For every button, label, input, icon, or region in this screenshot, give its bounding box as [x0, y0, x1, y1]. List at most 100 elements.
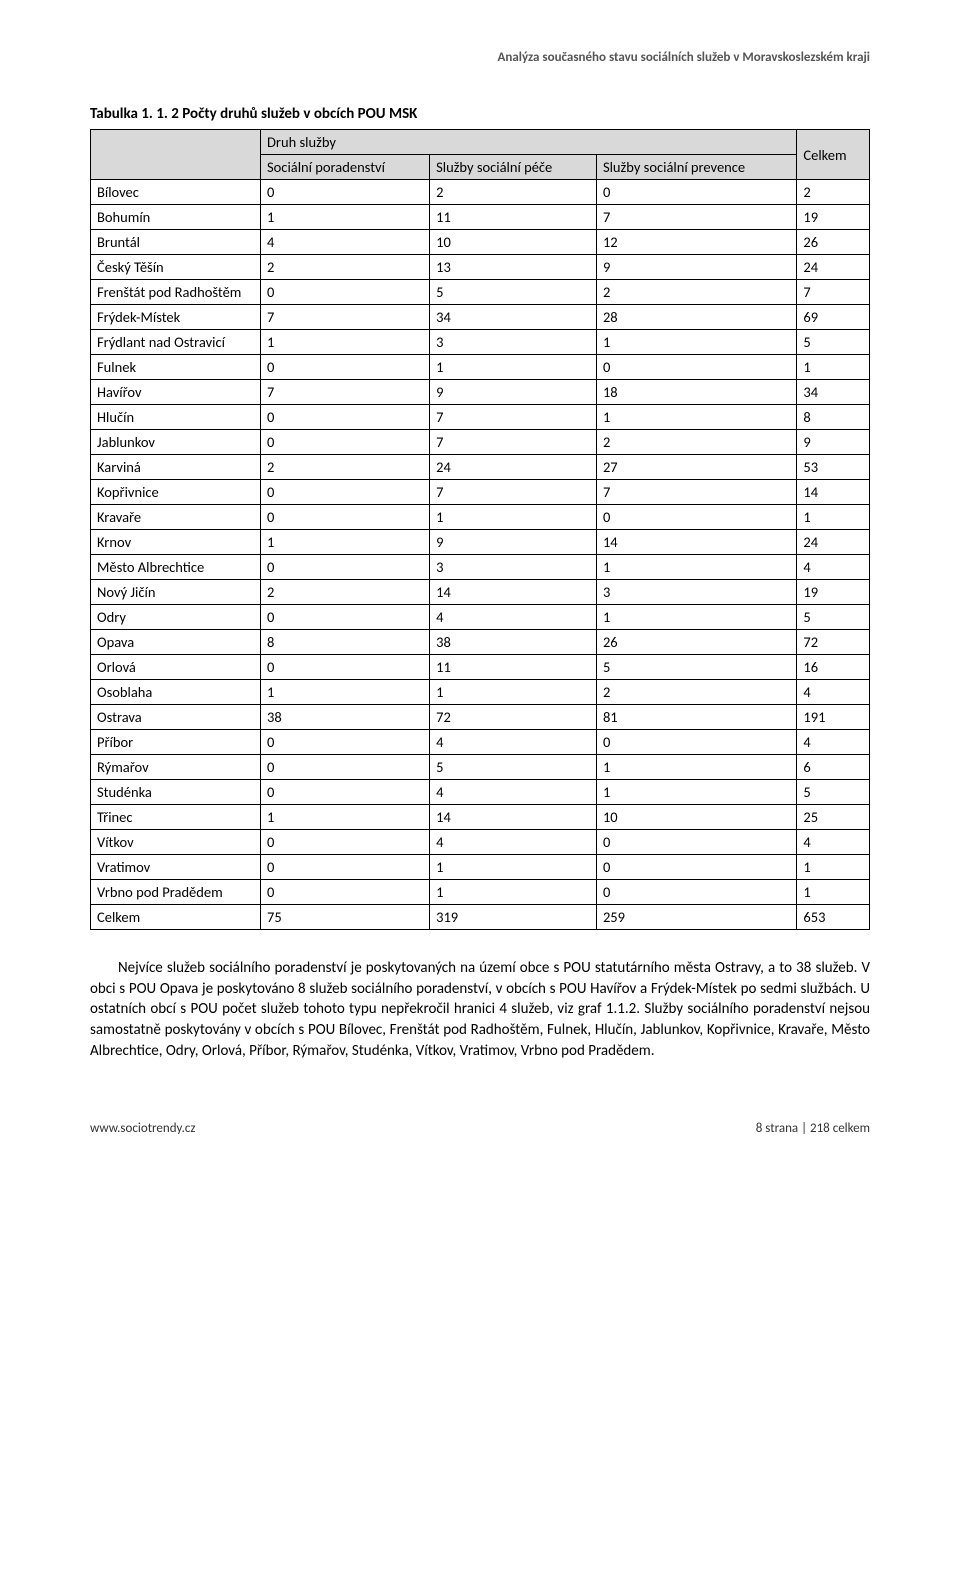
cell-value: 5: [797, 605, 870, 630]
cell-value: 2: [797, 180, 870, 205]
cell-value: 4: [797, 680, 870, 705]
row-label: Celkem: [91, 905, 261, 930]
table-row: Celkem75319259653: [91, 905, 870, 930]
cell-value: 1: [596, 330, 796, 355]
cell-value: 4: [430, 780, 597, 805]
table-row: Karviná2242753: [91, 455, 870, 480]
row-label: Jablunkov: [91, 430, 261, 455]
table-caption: Tabulka 1. 1. 2 Počty druhů služeb v obc…: [90, 105, 870, 123]
cell-value: 3: [596, 580, 796, 605]
cell-value: 72: [430, 705, 597, 730]
cell-value: 0: [261, 880, 430, 905]
cell-value: 7: [430, 480, 597, 505]
cell-value: 38: [261, 705, 430, 730]
cell-value: 7: [430, 430, 597, 455]
cell-value: 2: [430, 180, 597, 205]
cell-value: 7: [261, 305, 430, 330]
row-label: Osoblaha: [91, 680, 261, 705]
cell-value: 2: [261, 455, 430, 480]
row-label: Havířov: [91, 380, 261, 405]
footer: www.sociotrendy.cz 8 strana | 218 celkem: [90, 1121, 870, 1136]
row-label: Nový Jičín: [91, 580, 261, 605]
cell-value: 14: [430, 580, 597, 605]
table-row: Studénka0415: [91, 780, 870, 805]
cell-value: 81: [596, 705, 796, 730]
cell-value: 2: [596, 430, 796, 455]
cell-value: 4: [261, 230, 430, 255]
cell-value: 1: [596, 555, 796, 580]
cell-value: 14: [797, 480, 870, 505]
table-row: Ostrava387281191: [91, 705, 870, 730]
row-label: Frenštát pod Radhoštěm: [91, 280, 261, 305]
cell-value: 12: [596, 230, 796, 255]
cell-value: 9: [430, 380, 597, 405]
cell-value: 0: [596, 730, 796, 755]
cell-value: 0: [596, 355, 796, 380]
table-row: Příbor0404: [91, 730, 870, 755]
row-label: Třinec: [91, 805, 261, 830]
row-label: Bruntál: [91, 230, 261, 255]
table-row: Kopřivnice07714: [91, 480, 870, 505]
cell-value: 7: [430, 405, 597, 430]
cell-value: 34: [430, 305, 597, 330]
cell-value: 75: [261, 905, 430, 930]
cell-value: 26: [797, 230, 870, 255]
cell-value: 0: [261, 730, 430, 755]
cell-value: 19: [797, 580, 870, 605]
cell-value: 7: [596, 480, 796, 505]
cell-value: 2: [596, 280, 796, 305]
page: Analýza současného stavu sociálních služ…: [0, 0, 960, 1176]
table-row: Jablunkov0729: [91, 430, 870, 455]
row-label: Odry: [91, 605, 261, 630]
cell-value: 24: [797, 255, 870, 280]
cell-value: 0: [261, 605, 430, 630]
table-body: Bílovec0202Bohumín111719Bruntál4101226Če…: [91, 180, 870, 930]
cell-value: 0: [261, 655, 430, 680]
row-label: Fulnek: [91, 355, 261, 380]
cell-value: 9: [596, 255, 796, 280]
cell-value: 1: [596, 405, 796, 430]
cell-value: 28: [596, 305, 796, 330]
table-row: Město Albrechtice0314: [91, 555, 870, 580]
footer-right: 8 strana | 218 celkem: [756, 1121, 870, 1136]
cell-value: 4: [797, 555, 870, 580]
cell-value: 10: [596, 805, 796, 830]
cell-value: 2: [261, 255, 430, 280]
cell-value: 1: [430, 505, 597, 530]
cell-value: 0: [261, 355, 430, 380]
cell-value: 14: [596, 530, 796, 555]
cell-value: 1: [430, 880, 597, 905]
table-row: Bohumín111719: [91, 205, 870, 230]
cell-value: 1: [430, 355, 597, 380]
table-row: Orlová011516: [91, 655, 870, 680]
header-total: Celkem: [797, 130, 870, 180]
cell-value: 5: [430, 755, 597, 780]
cell-value: 7: [596, 205, 796, 230]
cell-value: 319: [430, 905, 597, 930]
row-label: Město Albrechtice: [91, 555, 261, 580]
cell-value: 4: [430, 830, 597, 855]
cell-value: 0: [261, 505, 430, 530]
table-row: Vítkov0404: [91, 830, 870, 855]
row-label: Orlová: [91, 655, 261, 680]
cell-value: 18: [596, 380, 796, 405]
cell-value: 1: [596, 780, 796, 805]
cell-value: 0: [261, 855, 430, 880]
cell-value: 7: [261, 380, 430, 405]
row-label: Příbor: [91, 730, 261, 755]
cell-value: 259: [596, 905, 796, 930]
cell-value: 1: [797, 505, 870, 530]
footer-left: www.sociotrendy.cz: [90, 1121, 196, 1136]
row-label: Kopřivnice: [91, 480, 261, 505]
cell-value: 16: [797, 655, 870, 680]
cell-value: 1: [596, 755, 796, 780]
table-row: Bílovec0202: [91, 180, 870, 205]
cell-value: 0: [596, 505, 796, 530]
header-super: Druh služby: [261, 130, 797, 155]
header-col-1: Sociální poradenství: [261, 155, 430, 180]
header-col-3: Služby sociální prevence: [596, 155, 796, 180]
cell-value: 34: [797, 380, 870, 405]
table-row: Frenštát pod Radhoštěm0527: [91, 280, 870, 305]
row-label: Vrbno pod Pradědem: [91, 880, 261, 905]
cell-value: 11: [430, 655, 597, 680]
